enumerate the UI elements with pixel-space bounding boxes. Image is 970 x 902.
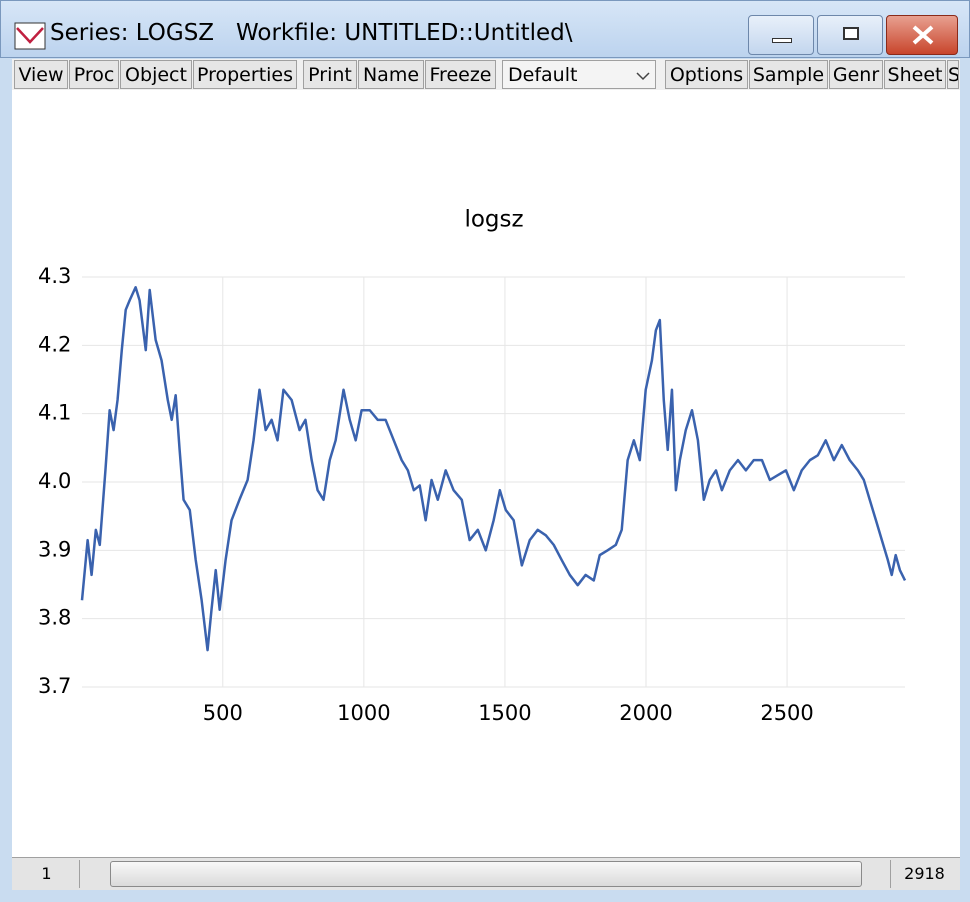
dropdown-value: Default	[508, 64, 578, 86]
window-title: Series: LOGSZ Workfile: UNTITLED::Untitl…	[50, 20, 573, 46]
y-tick-label: 4.2	[38, 332, 71, 356]
toolbar-button[interactable]: Name	[358, 60, 424, 89]
toolbar-button[interactable]: Freeze	[425, 60, 496, 89]
minimize-button[interactable]	[748, 15, 814, 55]
close-button[interactable]	[886, 15, 958, 55]
toolbar-button[interactable]: Properties	[193, 60, 297, 89]
toolbar-button[interactable]: Print	[303, 60, 357, 89]
y-tick-label: 4.0	[38, 469, 71, 493]
toolbar-button[interactable]: S	[947, 60, 959, 89]
toolbar-button[interactable]: Options	[665, 60, 748, 89]
y-tick-label: 3.8	[38, 606, 71, 630]
toolbar-button[interactable]: View	[14, 60, 68, 89]
toolbar-button[interactable]: Sheet	[884, 60, 946, 89]
x-tick-label: 2000	[619, 701, 672, 725]
dropdown-arrow	[636, 72, 650, 81]
view-dropdown[interactable]: Default	[502, 60, 656, 89]
x-tick-label: 2500	[760, 701, 813, 725]
toolbar-button[interactable]: Proc	[69, 60, 119, 89]
last-observation: 2918	[890, 860, 958, 888]
x-tick-label: 500	[203, 701, 243, 725]
y-tick-label: 3.7	[38, 674, 71, 698]
window-icon	[14, 22, 46, 50]
toolbar-button[interactable]: Object	[120, 60, 192, 89]
toolbar-button[interactable]: Genr	[829, 60, 883, 89]
y-tick-label: 3.9	[38, 537, 71, 561]
chart-title: logsz	[464, 207, 523, 233]
y-tick-label: 4.1	[38, 401, 71, 425]
maximize-button[interactable]	[817, 15, 883, 55]
x-tick-label: 1500	[478, 701, 531, 725]
close-icon	[912, 25, 934, 45]
toolbar-button[interactable]: Sample	[749, 60, 828, 89]
data-line	[80, 286, 907, 652]
x-tick-label: 1000	[337, 701, 390, 725]
first-observation: 1	[14, 860, 80, 888]
graph-area	[12, 90, 960, 857]
scroll-thumb[interactable]	[110, 861, 862, 887]
y-tick-label: 4.3	[38, 264, 71, 288]
